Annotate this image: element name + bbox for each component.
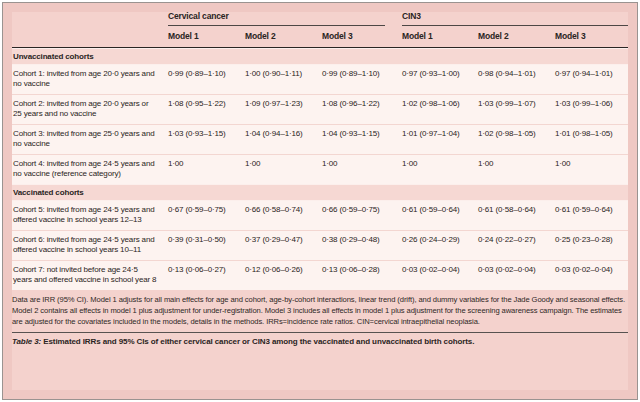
cell-value: 1·00 (0·90–1·11)	[245, 69, 322, 90]
cell-value: 0·39 (0·31–0·50)	[168, 235, 245, 256]
column-header-cc-model3: Model 3	[322, 26, 402, 48]
cell-value: 0·97 (0·93–1·00)	[402, 69, 478, 90]
row-label: Cohort 5: invited from age 24·5 years an…	[12, 205, 168, 226]
table-row: Cohort 1: invited from age 20·0 years an…	[12, 65, 628, 94]
column-header-cc-model2: Model 2	[245, 26, 322, 48]
cell-value: 0·61 (0·59–0·64)	[555, 205, 628, 226]
cell-value: 0·61 (0·58–0·64)	[478, 205, 555, 226]
row-label: Cohort 2: invited from age 20·0 years or…	[12, 99, 168, 120]
table-row: Cohort 3: invited from age 25·0 years an…	[12, 124, 628, 154]
row-label: Cohort 3: invited from age 25·0 years an…	[12, 129, 168, 150]
cell-value: 0·37 (0·29–0·47)	[245, 235, 322, 256]
cell-value: 0·25 (0·23–0·28)	[555, 235, 628, 256]
cell-value: 0·66 (0·58–0·74)	[245, 205, 322, 226]
cell-value: 1·08 (0·96–1·22)	[322, 99, 402, 120]
header-spacer	[12, 11, 168, 26]
cell-value: 1·00	[168, 159, 245, 180]
cell-value: 1·01 (0·97–1·04)	[402, 129, 478, 150]
table-row: Cohort 6: invited from age 24·5 years an…	[12, 230, 628, 260]
column-group-cin3: CIN3	[402, 11, 628, 26]
cell-value: 0·03 (0·02–0·04)	[402, 265, 478, 286]
cell-value: 1·04 (0·94–1·16)	[245, 129, 322, 150]
section-header: Vaccinated cohorts	[12, 184, 628, 201]
caption-label: Table 3:	[12, 337, 41, 346]
cell-value: 1·03 (0·99–1·06)	[555, 99, 628, 120]
table-footnote: Data are IRR (95% CI). Model 1 adjusts f…	[12, 290, 628, 327]
cell-value: 0·99 (0·89–1·10)	[168, 69, 245, 90]
cell-value: 0·03 (0·02–0·04)	[555, 265, 628, 286]
cell-value: 0·03 (0·02–0·04)	[478, 265, 555, 286]
table-body: Unvaccinated cohorts Cohort 1: invited fr…	[12, 48, 628, 290]
caption-text: Estimated IRRs and 95% CIs of either cer…	[41, 337, 474, 346]
cell-value: 0·67 (0·59–0·75)	[168, 205, 245, 226]
cell-value: 0·13 (0·06–0·27)	[168, 265, 245, 286]
header-spacer	[12, 26, 168, 48]
cell-value: 1·04 (0·93–1·15)	[322, 129, 402, 150]
cell-value: 0·98 (0·94–1·01)	[478, 69, 555, 90]
table-row: Cohort 5: invited from age 24·5 years an…	[12, 201, 628, 230]
row-label: Cohort 4: invited from age 24·5 years an…	[12, 159, 168, 180]
cell-value: 1·03 (0·99–1·07)	[478, 99, 555, 120]
cell-value: 0·66 (0·59–0·75)	[322, 205, 402, 226]
cell-value: 0·26 (0·24–0·29)	[402, 235, 478, 256]
cell-value: 0·99 (0·89–1·10)	[322, 69, 402, 90]
cell-value: 0·13 (0·06–0·28)	[322, 265, 402, 286]
table-header: Cervical cancer CIN3 Model 1 Model 2 Mod…	[12, 11, 628, 48]
cell-value: 0·97 (0·94–1·01)	[555, 69, 628, 90]
table-panel: Cervical cancer CIN3 Model 1 Model 2 Mod…	[2, 2, 638, 400]
cell-value: 0·38 (0·29–0·48)	[322, 235, 402, 256]
column-header-cin3-model3: Model 3	[555, 26, 628, 48]
cell-value: 0·24 (0·22–0·27)	[478, 235, 555, 256]
row-label: Cohort 6: invited from age 24·5 years an…	[12, 235, 168, 256]
cell-value: 1·02 (0·98–1·06)	[402, 99, 478, 120]
table-caption: Table 3: Estimated IRRs and 95% CIs of e…	[12, 332, 628, 346]
cell-value: 1·00	[402, 159, 478, 180]
cell-value: 1·00	[322, 159, 402, 180]
cell-value: 1·09 (0·97–1·23)	[245, 99, 322, 120]
cell-value: 1·00	[245, 159, 322, 180]
row-label: Cohort 7: not invited before age 24·5 ye…	[12, 265, 168, 286]
section-header: Unvaccinated cohorts	[12, 48, 628, 65]
column-header-cin3-model2: Model 2	[478, 26, 555, 48]
column-header-cin3-model1: Model 1	[402, 26, 478, 48]
cell-value: 0·61 (0·59–0·64)	[402, 205, 478, 226]
column-header-cc-model1: Model 1	[168, 26, 245, 48]
table-row: Cohort 2: invited from age 20·0 years or…	[12, 94, 628, 124]
cell-value: 1·00	[478, 159, 555, 180]
row-label: Cohort 1: invited from age 20·0 years an…	[12, 69, 168, 90]
cell-value: 1·00	[555, 159, 628, 180]
column-group-cervical-cancer: Cervical cancer	[168, 11, 385, 26]
cell-value: 1·02 (0·98–1·05)	[478, 129, 555, 150]
table-row: Cohort 7: not invited before age 24·5 ye…	[12, 260, 628, 290]
cell-value: 1·03 (0·93–1·15)	[168, 129, 245, 150]
table-row: Cohort 4: invited from age 24·5 years an…	[12, 154, 628, 184]
cell-value: 0·12 (0·06–0·26)	[245, 265, 322, 286]
cell-value: 1·01 (0·98–1·05)	[555, 129, 628, 150]
cell-value: 1·08 (0·95–1·22)	[168, 99, 245, 120]
